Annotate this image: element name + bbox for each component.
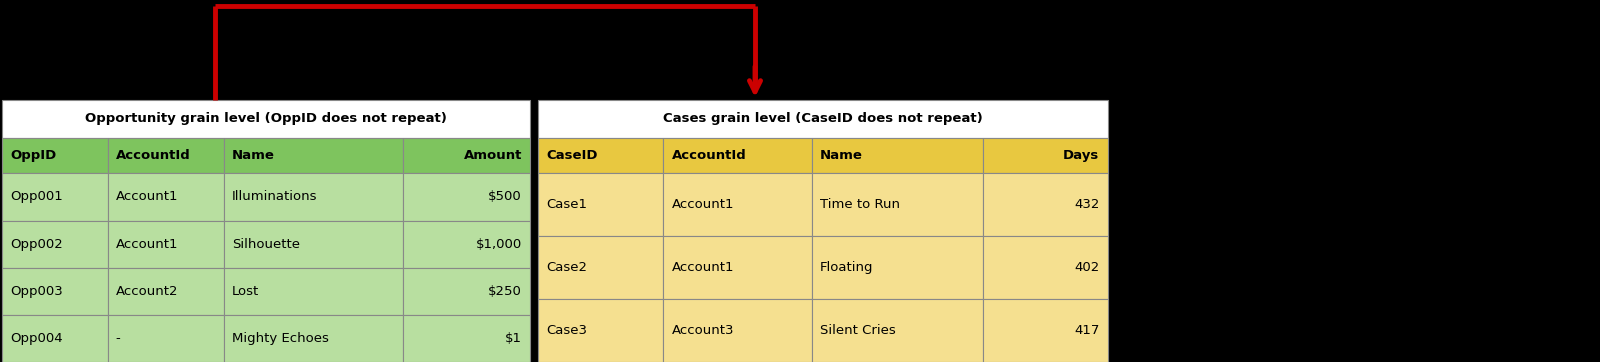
Bar xyxy=(538,173,664,236)
Bar xyxy=(403,220,530,268)
Bar xyxy=(224,315,403,362)
Text: Opp001: Opp001 xyxy=(10,190,62,203)
Bar xyxy=(811,138,982,173)
Bar xyxy=(664,299,811,362)
Bar xyxy=(982,236,1107,299)
Text: Time to Run: Time to Run xyxy=(821,198,901,211)
Text: $1,000: $1,000 xyxy=(475,237,522,251)
Bar xyxy=(982,138,1107,173)
Text: Amount: Amount xyxy=(464,149,522,162)
Bar xyxy=(403,173,530,220)
Text: Silent Cries: Silent Cries xyxy=(821,324,896,337)
Text: $1: $1 xyxy=(506,332,522,345)
Bar xyxy=(2,100,530,138)
Bar xyxy=(811,173,982,236)
Bar xyxy=(107,173,224,220)
Text: CaseID: CaseID xyxy=(547,149,598,162)
Text: Name: Name xyxy=(821,149,862,162)
Text: Account1: Account1 xyxy=(115,237,178,251)
Text: Case2: Case2 xyxy=(547,261,587,274)
Text: Cases grain level (CaseID does not repeat): Cases grain level (CaseID does not repea… xyxy=(662,113,982,126)
Text: Account1: Account1 xyxy=(672,198,734,211)
Text: Opp003: Opp003 xyxy=(10,285,62,298)
Text: Opportunity grain level (OppID does not repeat): Opportunity grain level (OppID does not … xyxy=(85,113,446,126)
Text: Opp004: Opp004 xyxy=(10,332,62,345)
Bar xyxy=(2,220,107,268)
Bar xyxy=(538,100,1107,138)
Bar xyxy=(982,299,1107,362)
Text: $250: $250 xyxy=(488,285,522,298)
Text: 417: 417 xyxy=(1074,324,1099,337)
Bar xyxy=(538,236,664,299)
Bar xyxy=(403,315,530,362)
Text: $500: $500 xyxy=(488,190,522,203)
Text: Name: Name xyxy=(232,149,275,162)
Bar xyxy=(107,138,224,173)
Text: 432: 432 xyxy=(1074,198,1099,211)
Bar xyxy=(664,138,811,173)
Bar xyxy=(403,138,530,173)
Bar xyxy=(224,268,403,315)
Text: Account2: Account2 xyxy=(115,285,178,298)
Bar xyxy=(107,315,224,362)
Text: Account3: Account3 xyxy=(672,324,734,337)
Bar xyxy=(538,138,664,173)
Bar xyxy=(2,315,107,362)
Text: AccountId: AccountId xyxy=(115,149,190,162)
Bar xyxy=(538,299,664,362)
Bar xyxy=(2,268,107,315)
Bar xyxy=(107,220,224,268)
Text: Floating: Floating xyxy=(821,261,874,274)
Text: -: - xyxy=(115,332,120,345)
Bar xyxy=(107,268,224,315)
Bar xyxy=(664,173,811,236)
Bar xyxy=(664,236,811,299)
Text: Days: Days xyxy=(1064,149,1099,162)
Bar xyxy=(811,236,982,299)
Text: Case3: Case3 xyxy=(547,324,587,337)
Text: 402: 402 xyxy=(1074,261,1099,274)
Bar xyxy=(224,220,403,268)
Bar xyxy=(811,299,982,362)
Text: OppID: OppID xyxy=(10,149,56,162)
Text: Illuminations: Illuminations xyxy=(232,190,317,203)
Text: AccountId: AccountId xyxy=(672,149,747,162)
Bar xyxy=(2,138,107,173)
Bar xyxy=(2,173,107,220)
Text: Case1: Case1 xyxy=(547,198,587,211)
Text: Account1: Account1 xyxy=(672,261,734,274)
Bar xyxy=(982,173,1107,236)
Text: Opp002: Opp002 xyxy=(10,237,62,251)
Text: Mighty Echoes: Mighty Echoes xyxy=(232,332,328,345)
Bar xyxy=(224,173,403,220)
Bar xyxy=(403,268,530,315)
Text: Lost: Lost xyxy=(232,285,259,298)
Text: Silhouette: Silhouette xyxy=(232,237,299,251)
Bar xyxy=(224,138,403,173)
Text: Account1: Account1 xyxy=(115,190,178,203)
